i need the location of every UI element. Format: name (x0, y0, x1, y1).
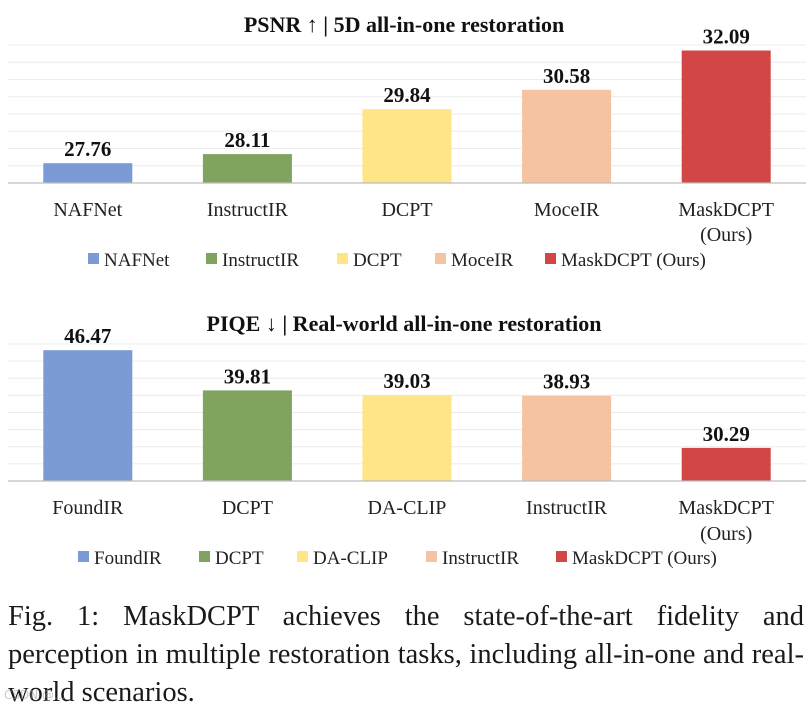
bar-dcpt (362, 109, 452, 183)
legend-label: DA-CLIP (313, 548, 388, 569)
bar-maskdcpt-ours (681, 50, 771, 183)
x-tick-label: DCPT (381, 199, 432, 221)
data-label: 28.11 (224, 128, 270, 152)
legend-label: MoceIR (451, 250, 514, 271)
data-label: 38.93 (543, 370, 590, 394)
legend-swatch (435, 253, 446, 264)
legend-swatch (199, 551, 210, 562)
legend-label: DCPT (353, 250, 402, 271)
legend-label: MaskDCPT (Ours) (572, 548, 717, 569)
data-label: 29.84 (383, 83, 431, 107)
data-label: 39.03 (383, 369, 430, 393)
bar-maskdcpt-ours (681, 447, 771, 481)
x-tick-label: DA-CLIP (368, 497, 447, 519)
bar-instructir (202, 154, 292, 183)
x-tick-label: MoceIR (534, 199, 600, 221)
watermark: CSDN @... (4, 688, 66, 702)
bar-dcpt (202, 390, 292, 481)
bar-foundir (43, 350, 133, 481)
legend-swatch (88, 253, 99, 264)
piqe-chart: PIQE ↓ | Real-world all-in-one restorati… (8, 311, 806, 569)
x-tick-label: FoundIR (52, 497, 124, 519)
legend-label: FoundIR (94, 548, 162, 569)
figure-caption: Fig. 1: MaskDCPT achieves the state-of-t… (8, 601, 804, 708)
legend-label: NAFNet (104, 250, 170, 271)
legend-swatch (206, 253, 217, 264)
data-label: 39.81 (224, 364, 271, 388)
x-tick-label: NAFNet (53, 199, 122, 221)
x-tick-label: (Ours) (700, 523, 752, 545)
legend-label: InstructIR (442, 548, 519, 569)
bar-instructir (522, 395, 612, 481)
bar-nafnet (43, 163, 133, 183)
legend-swatch (426, 551, 437, 562)
x-tick-label: InstructIR (207, 199, 289, 221)
data-label: 32.09 (703, 25, 750, 49)
legend-swatch (337, 253, 348, 264)
x-tick-label: MaskDCPT (678, 199, 774, 221)
data-label: 27.76 (64, 137, 111, 161)
x-tick-label: InstructIR (526, 497, 608, 519)
x-tick-label: DCPT (222, 497, 273, 519)
chart-title: PIQE ↓ | Real-world all-in-one restorati… (207, 311, 602, 336)
legend-swatch (297, 551, 308, 562)
chart-title: PSNR ↑ | 5D all-in-one restoration (244, 12, 564, 37)
legend-label: InstructIR (222, 250, 299, 271)
x-tick-label: MaskDCPT (678, 497, 774, 519)
legend-swatch (78, 551, 89, 562)
data-label: 46.47 (64, 324, 111, 348)
x-tick-label: (Ours) (700, 224, 752, 246)
bar-da-clip (362, 395, 452, 481)
legend-label: DCPT (215, 548, 264, 569)
legend-swatch (556, 551, 567, 562)
legend-swatch (545, 253, 556, 264)
data-label: 30.29 (703, 422, 750, 446)
bar-moceir (522, 89, 612, 183)
legend-label: MaskDCPT (Ours) (561, 250, 706, 271)
data-label: 30.58 (543, 64, 590, 88)
psnr-chart: PSNR ↑ | 5D all-in-one restoration 27.76 N… (8, 12, 806, 271)
